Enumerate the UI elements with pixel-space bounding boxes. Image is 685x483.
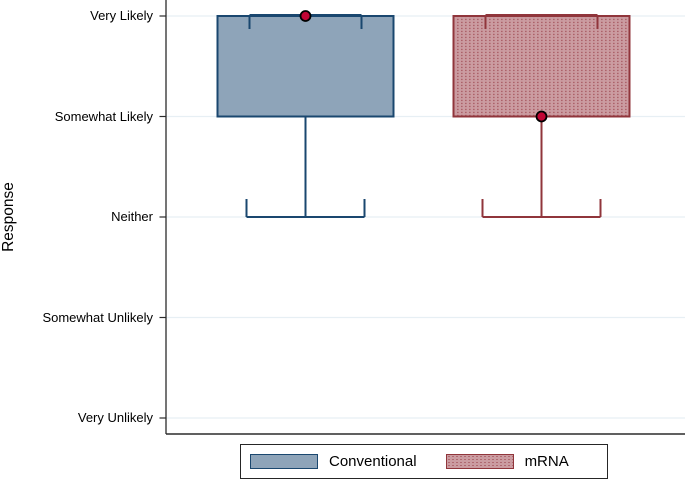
y-tick-label: Somewhat Unlikely <box>42 309 153 325</box>
y-axis-tick-labels: Very Likely Somewhat Likely Neither Somewha… <box>0 0 153 434</box>
box-mrna <box>452 15 631 118</box>
box-conventional <box>216 15 395 118</box>
legend-swatch-mrna <box>445 454 514 469</box>
legend: Conventional mRNA <box>240 444 608 479</box>
y-tick-label: Neither <box>111 209 153 224</box>
y-tick-label: Very Unlikely <box>77 410 153 425</box>
legend-label-conventional: Conventional <box>329 453 417 470</box>
mean-marker-conventional <box>299 10 312 22</box>
legend-label-mrna: mRNA <box>524 453 569 470</box>
mean-marker-mrna <box>535 110 548 123</box>
legend-swatch-conventional <box>250 454 318 469</box>
y-tick-label: Very Likely <box>90 8 153 23</box>
y-tick-label: Somewhat Likely <box>54 108 153 124</box>
